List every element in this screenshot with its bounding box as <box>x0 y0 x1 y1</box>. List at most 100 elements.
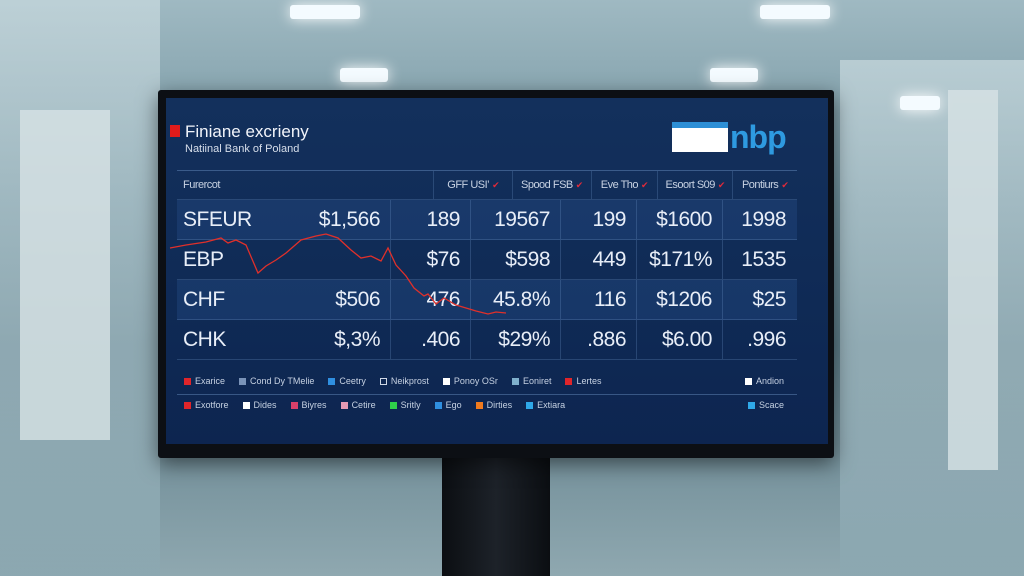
legend-item: Exarice <box>184 376 225 386</box>
legend-item: Neikprost <box>379 376 429 386</box>
legend-label: Eoniret <box>522 376 552 386</box>
currency-code: CHK <box>183 327 226 351</box>
column-label: Furercot <box>183 179 220 191</box>
column-header[interactable]: Pontiurs ✔ <box>732 171 797 199</box>
column-header[interactable]: Eve Tho ✔ <box>590 171 657 199</box>
ceiling-light <box>760 5 830 19</box>
legend-label: Sritly <box>400 400 421 410</box>
legend-item: Exotfore <box>184 400 229 410</box>
column-label: Spood FSB <box>520 179 573 191</box>
legend-label: Cetire <box>351 400 376 410</box>
legend-swatch <box>242 401 250 409</box>
table-cell: .886 <box>560 320 636 359</box>
table-cell: 45.8% <box>470 280 560 319</box>
legend-item: Dirties <box>475 400 513 410</box>
column-header[interactable]: Spood FSB ✔ <box>512 171 591 199</box>
logo-flag <box>672 122 728 152</box>
table-cell: $171% <box>636 240 722 279</box>
pillar <box>20 110 110 440</box>
legend-label: Exarice <box>195 376 226 386</box>
exchange-table: Furercot GFF USI’ ✔ Spood FSB ✔ Eve Tho ✔ E… <box>177 170 797 360</box>
legend-item: Biyres <box>290 400 327 410</box>
table-row[interactable]: CHK $,3% .406 $29% .886 $6.00.996 <box>177 320 797 360</box>
legend-label: Cond Dy TMelie <box>250 376 315 386</box>
ceiling-light <box>900 96 940 110</box>
trend-line <box>169 233 507 315</box>
legend-label: Exotfore <box>195 400 229 410</box>
table-cell: 449 <box>560 240 636 279</box>
column-label: GFF USI’ <box>447 179 490 191</box>
table-cell: $76 <box>390 240 470 279</box>
legend-swatch <box>747 401 755 409</box>
legend-label: Dides <box>253 400 277 410</box>
legend-row: Exarice Cond Dy TMelie Ceetry Neikprost Pono… <box>184 376 798 386</box>
legend-label: Ego <box>445 400 462 410</box>
legend-label: Ceetry <box>339 376 366 386</box>
legend-item: Cetire <box>340 400 376 410</box>
table-cell: $29% <box>470 320 560 359</box>
currency-code: CHF <box>183 287 225 311</box>
legend-label: Andion <box>755 376 784 386</box>
table-cell: $,3% <box>334 327 380 351</box>
pillar <box>948 90 998 470</box>
legend-swatch <box>526 401 534 409</box>
legend-swatch <box>744 377 752 385</box>
monitor-screen: Finiane excrieny Natiinal Bank of Poland… <box>166 98 828 444</box>
chevron-down-icon[interactable]: ✔ <box>781 179 789 190</box>
ceiling-light <box>710 68 758 82</box>
legend-label: Scace <box>758 400 784 410</box>
column-label: Eve Tho <box>600 179 639 191</box>
table-cell: $598 <box>470 240 560 279</box>
legend-item: Dides <box>242 400 277 410</box>
table-cell: .996 <box>722 320 796 359</box>
column-header[interactable]: Esoort S09 ✔ <box>657 171 732 199</box>
legend-item: Andion <box>744 376 784 386</box>
ceiling-light <box>340 68 388 82</box>
legend-swatch <box>565 377 573 385</box>
table-cell: $506 <box>335 287 380 311</box>
chevron-down-icon[interactable]: ✔ <box>575 179 584 190</box>
legend-swatch <box>442 377 450 385</box>
table-cell: $6.00 <box>636 320 722 359</box>
title-marker <box>170 125 180 137</box>
legend-item: Lertes <box>565 376 601 386</box>
legend-swatch <box>379 377 387 385</box>
legend-item: Cond Dy TMelie <box>239 376 314 386</box>
chevron-down-icon[interactable]: ✔ <box>717 179 726 190</box>
legend-label: Dirties <box>486 400 513 410</box>
table-cell: 199 <box>560 200 636 239</box>
chevron-down-icon[interactable]: ✔ <box>492 179 500 190</box>
table-cell: 1998 <box>722 200 796 239</box>
table-row[interactable]: EBP $76 $598 449 $171% 1535 <box>177 240 797 280</box>
divider <box>177 394 797 395</box>
legend-item: Ceetry <box>328 376 366 386</box>
legend-label: Neikprost <box>390 376 429 386</box>
legend-swatch <box>389 401 397 409</box>
page-title: Finiane excrieny <box>185 122 309 141</box>
legend-item: Scace <box>747 400 784 410</box>
logo-text: nbp <box>730 119 787 155</box>
table-cell: 19567 <box>470 200 560 239</box>
table-cell: 116 <box>560 280 636 319</box>
table-row[interactable]: SFEUR $1,566 189 19567 199 $1600 1998 <box>177 200 797 240</box>
nbp-logo: nbp <box>672 119 787 155</box>
table-cell: $1600 <box>636 200 722 239</box>
legend-swatch <box>184 401 191 409</box>
legend-swatch <box>184 377 191 385</box>
column-header[interactable]: GFF USI’ ✔ <box>433 171 512 199</box>
legend-label: Biyres <box>301 400 327 410</box>
legend-item: Extiara <box>526 400 565 410</box>
legend-label: Extiara <box>537 400 566 410</box>
column-label: Pontiurs <box>741 179 779 191</box>
legend-swatch <box>328 377 336 385</box>
legend-swatch <box>434 401 442 409</box>
table-cell: .406 <box>390 320 470 359</box>
table-header: Furercot GFF USI’ ✔ Spood FSB ✔ Eve Tho ✔ E… <box>177 170 797 200</box>
legend-label: Lertes <box>576 376 602 386</box>
legend-swatch <box>290 401 298 409</box>
ceiling-light <box>290 5 360 19</box>
monitor-stand <box>442 458 550 576</box>
chevron-down-icon[interactable]: ✔ <box>641 179 649 190</box>
table-cell: 1535 <box>722 240 796 279</box>
currency-code: EBP <box>183 247 224 271</box>
